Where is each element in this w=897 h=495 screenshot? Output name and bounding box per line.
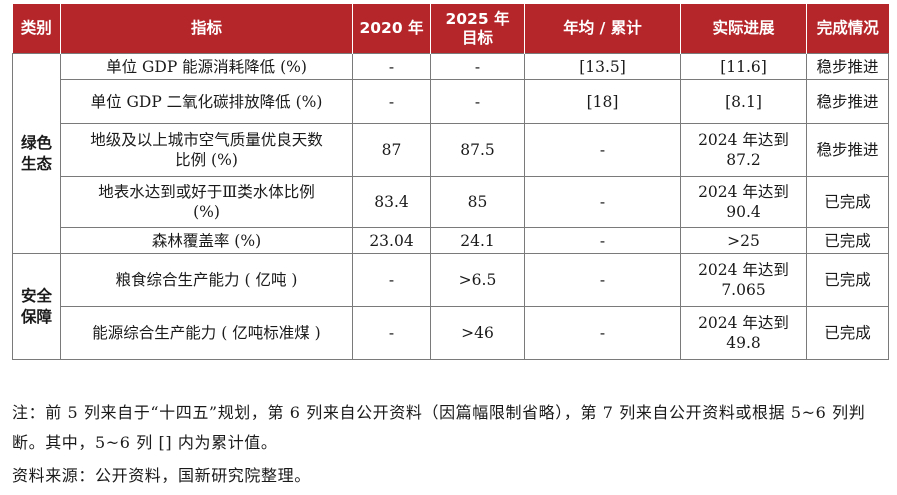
- value-annual: -: [524, 176, 681, 228]
- value-status: 稳步推进: [806, 53, 889, 80]
- header-2020: 2020 年: [352, 4, 431, 54]
- value-2020: -: [352, 79, 431, 124]
- value-annual: -: [524, 123, 681, 177]
- value-annual: -: [524, 253, 681, 307]
- indicator-cell: 地级及以上城市空气质量优良天数 比例 (%): [60, 123, 353, 177]
- header-indicator: 指标: [60, 4, 353, 54]
- value-2020: -: [352, 253, 431, 307]
- header-actual-progress: 实际进展: [680, 4, 807, 54]
- value-annual: [13.5]: [524, 53, 681, 80]
- indicator-cell: 能源综合生产能力 ( 亿吨标准煤 ): [60, 306, 353, 360]
- note-text: 注：前 5 列来自于“十四五”规划，第 6 列来自公开资料（因篇幅限制省略），第…: [12, 403, 866, 452]
- value-2020: -: [352, 306, 431, 360]
- value-status: 已完成: [806, 253, 889, 307]
- category-security: 安全 保障: [12, 253, 61, 360]
- value-2025: 24.1: [430, 227, 525, 254]
- indicator-cell: 单位 GDP 二氧化碳排放降低 (%): [60, 79, 353, 124]
- table-row: 森林覆盖率 (%) 23.04 24.1 - >25 已完成: [12, 227, 889, 254]
- value-2020: -: [352, 53, 431, 80]
- value-progress: 2024 年达到 7.065: [680, 253, 807, 307]
- value-2025: >6.5: [430, 253, 525, 307]
- header-2025-target: 2025 年 目标: [430, 4, 525, 54]
- header-completion: 完成情况: [806, 4, 889, 54]
- value-progress: 2024 年达到 90.4: [680, 176, 807, 228]
- indicator-table: 类别 指标 2020 年 2025 年 目标 年均 / 累计 实际进展 完成情况…: [12, 4, 889, 360]
- table-row: 安全 保障 粮食综合生产能力 ( 亿吨 ) - >6.5 - 2024 年达到 …: [12, 253, 889, 360]
- indicator-cell: 森林覆盖率 (%): [60, 227, 353, 254]
- indicator-cell: 粮食综合生产能力 ( 亿吨 ): [60, 253, 353, 307]
- value-progress: [11.6]: [680, 53, 807, 80]
- table-row: 绿色 生态 单位 GDP 能源消耗降低 (%) - - [13.5] [11.6…: [12, 53, 889, 254]
- header-category: 类别: [12, 4, 61, 54]
- value-status: 稳步推进: [806, 79, 889, 124]
- value-2025: 85: [430, 176, 525, 228]
- table-row: 地表水达到或好于Ⅲ类水体比例 (%) 83.4 85 - 2024 年达到 90…: [12, 176, 889, 228]
- value-progress: [8.1]: [680, 79, 807, 124]
- table-row: 能源综合生产能力 ( 亿吨标准煤 ) - >46 - 2024 年达到 49.8…: [12, 306, 889, 360]
- value-annual: -: [524, 227, 681, 254]
- header-row: 类别 指标 2020 年 2025 年 目标 年均 / 累计 实际进展 完成情况: [12, 4, 889, 54]
- value-2025: 87.5: [430, 123, 525, 177]
- value-2025: -: [430, 53, 525, 80]
- value-2020: 23.04: [352, 227, 431, 254]
- value-progress: 2024 年达到 87.2: [680, 123, 807, 177]
- value-annual: [18]: [524, 79, 681, 124]
- table-note: 注：前 5 列来自于“十四五”规划，第 6 列来自公开资料（因篇幅限制省略），第…: [12, 398, 890, 458]
- indicator-cell: 单位 GDP 能源消耗降低 (%): [60, 53, 353, 80]
- value-status: 稳步推进: [806, 123, 889, 177]
- value-progress: >25: [680, 227, 807, 254]
- source-line: 资料来源：公开资料，国新研究院整理。: [12, 466, 311, 485]
- category-green: 绿色 生态: [12, 53, 61, 254]
- indicator-cell: 地表水达到或好于Ⅲ类水体比例 (%): [60, 176, 353, 228]
- value-2020: 87: [352, 123, 431, 177]
- value-progress: 2024 年达到 49.8: [680, 306, 807, 360]
- table-row: 地级及以上城市空气质量优良天数 比例 (%) 87 87.5 - 2024 年达…: [12, 123, 889, 177]
- value-2025: -: [430, 79, 525, 124]
- header-annual-cumulative: 年均 / 累计: [524, 4, 681, 54]
- value-status: 已完成: [806, 176, 889, 228]
- value-2025: >46: [430, 306, 525, 360]
- value-status: 已完成: [806, 306, 889, 360]
- value-annual: -: [524, 306, 681, 360]
- value-status: 已完成: [806, 227, 889, 254]
- value-2020: 83.4: [352, 176, 431, 228]
- table-row: 单位 GDP 二氧化碳排放降低 (%) - - [18] [8.1] 稳步推进: [12, 79, 889, 124]
